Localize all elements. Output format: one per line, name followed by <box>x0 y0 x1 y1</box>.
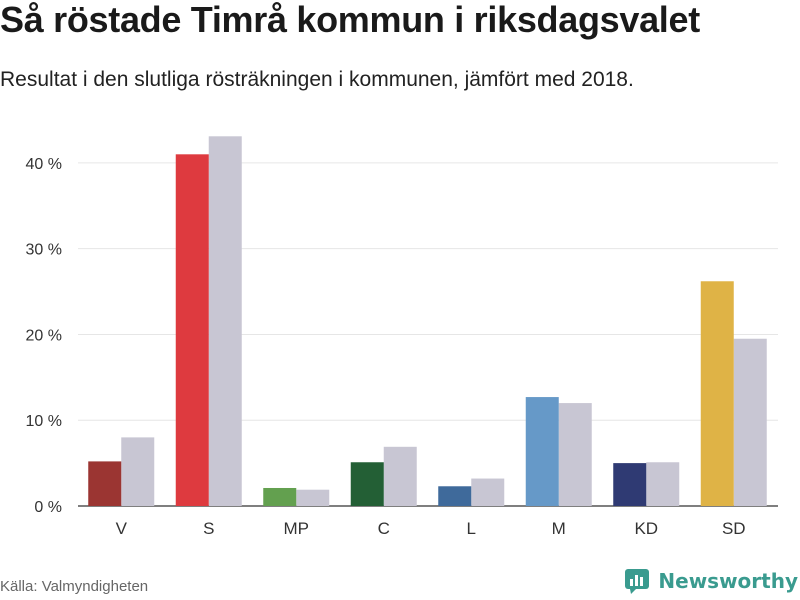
y-tick-label: 0 % <box>34 499 62 516</box>
bar-current-sd <box>700 281 734 506</box>
bar-previous-kd <box>646 462 680 506</box>
bar-previous-sd <box>733 338 767 506</box>
bar-previous-l <box>471 478 505 506</box>
x-tick-label-sd: SD <box>722 519 746 538</box>
x-tick-label-c: C <box>378 519 390 538</box>
y-axis-tick-labels: 0 % 10 % 20 % 30 % 40 % <box>26 156 62 516</box>
bar-current-mp <box>263 487 297 506</box>
bar-chart: 0 % 10 % 20 % 30 % 40 % V S MP C L M KD SD <box>26 136 778 538</box>
y-tick-label: 40 % <box>26 156 62 173</box>
bar-previous-s <box>208 136 242 506</box>
bar-current-m <box>525 397 559 506</box>
y-tick-label: 10 % <box>26 413 62 430</box>
brand: Newsworthy <box>624 568 798 594</box>
brand-name: Newsworthy <box>658 569 798 593</box>
y-tick-label: 20 % <box>26 327 62 344</box>
bar-current-l <box>438 486 472 506</box>
x-tick-label-kd: KD <box>634 519 658 538</box>
bar-current-c <box>350 462 384 506</box>
bar-current-s <box>175 154 209 507</box>
bars <box>88 136 767 507</box>
x-tick-label-s: S <box>203 519 214 538</box>
bar-previous-mp <box>296 489 330 506</box>
bar-previous-m <box>558 403 592 506</box>
x-tick-label-v: V <box>116 519 128 538</box>
x-tick-label-l: L <box>467 519 476 538</box>
newsworthy-logo-icon <box>625 569 650 594</box>
source-note: Källa: Valmyndigheten <box>0 578 149 595</box>
bar-previous-c <box>383 446 417 506</box>
y-tick-label: 30 % <box>26 242 62 259</box>
x-axis-tick-labels: V S MP C L M KD SD <box>116 519 746 538</box>
chart-title: Så röstade Timrå kommun i riksdagsvalet <box>0 0 700 40</box>
bar-previous-v <box>121 437 155 506</box>
x-tick-label-m: M <box>552 519 566 538</box>
bar-current-kd <box>613 463 647 506</box>
bar-current-v <box>88 461 122 506</box>
chart-subtitle: Resultat i den slutliga rösträkningen i … <box>0 68 634 91</box>
x-tick-label-mp: MP <box>284 519 310 538</box>
